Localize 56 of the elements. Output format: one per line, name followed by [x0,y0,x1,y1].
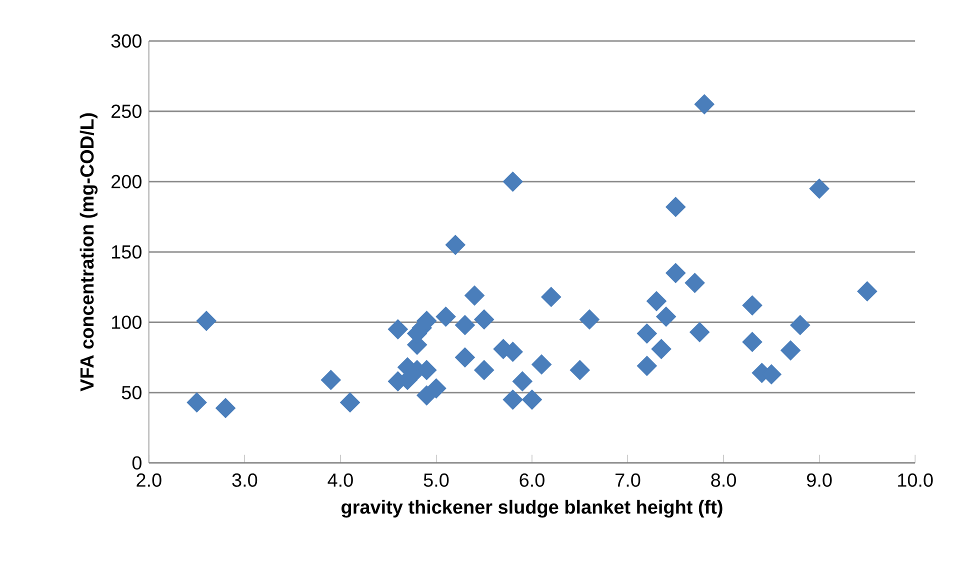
point [742,295,762,316]
x-tick-label: 2.0 [136,473,162,487]
point [790,315,810,336]
x-tick-label: 8.0 [711,473,736,487]
x-tick-label: 6.0 [520,473,544,487]
x-tick-label: 10.0 [898,473,933,487]
point [445,234,466,255]
y-tick-label: 0 [132,456,142,470]
point [320,370,341,390]
point [646,291,667,312]
point [388,319,408,340]
y-tick-label: 150 [112,245,142,259]
x-tick-label: 7.0 [616,473,640,487]
point [857,281,878,302]
point [474,360,494,380]
point [512,371,532,392]
point [522,390,542,410]
point [742,332,762,352]
point [502,172,523,192]
point [340,392,360,412]
point [666,263,686,284]
y-tick-label: 200 [112,174,142,188]
point [474,309,494,330]
point [454,315,475,336]
point [541,286,562,307]
x-tick-label: 5.0 [424,473,449,487]
y-tick-label: 50 [122,386,142,400]
y-tick-label: 300 [111,34,142,48]
point [636,323,657,344]
point [636,356,657,376]
point [532,354,552,375]
point [436,306,456,327]
point [656,306,676,327]
point [186,392,207,412]
point [196,310,216,331]
x-tick-label: 3.0 [232,473,258,487]
point [780,340,801,360]
point [502,390,523,410]
point [666,196,686,217]
point [579,309,600,330]
x-tick-label: 9.0 [807,473,832,487]
y-tick-label: 250 [112,104,142,118]
y-tick-label: 100 [112,316,142,329]
y-axis-title: VFA concentration (mg-COD/L) [80,113,98,392]
point [651,338,672,360]
point [426,378,446,398]
x-tick-label: 4.0 [328,473,353,487]
point [216,398,236,418]
x-axis-title: gravity thickener sludge blanket height (ft) [342,500,722,518]
point [690,322,710,342]
point [454,347,475,368]
point [809,178,830,199]
point [464,286,485,306]
point [570,360,590,380]
point [684,272,705,293]
point [694,94,714,114]
